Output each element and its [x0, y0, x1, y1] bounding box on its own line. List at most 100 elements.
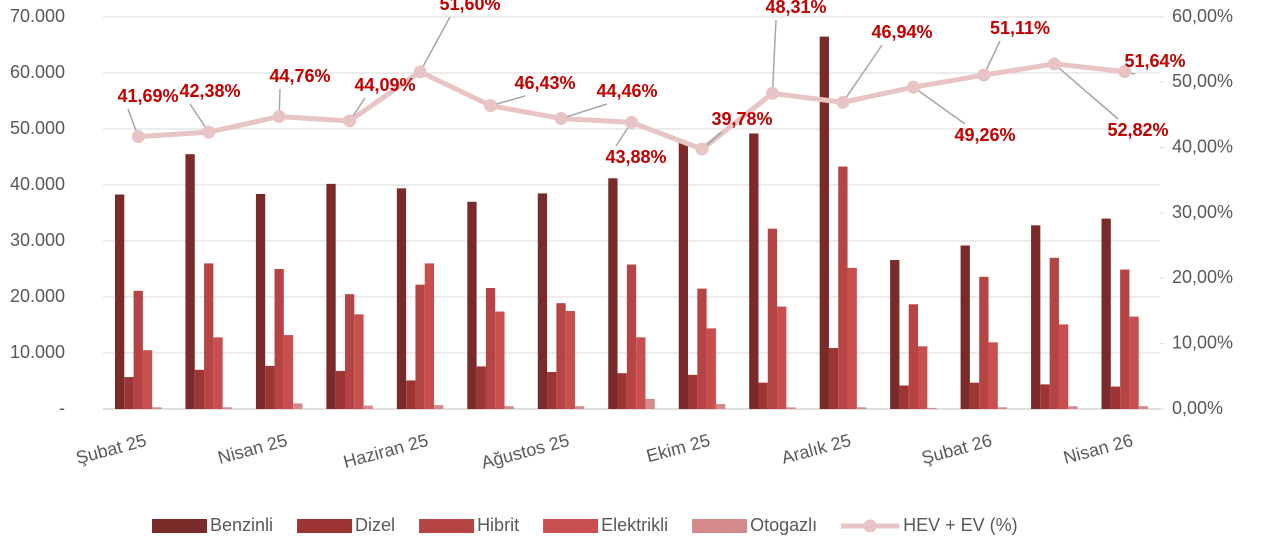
y-tick-label: 60.000	[10, 62, 65, 82]
bar	[678, 143, 689, 409]
bar	[415, 284, 425, 409]
bar	[1049, 257, 1059, 409]
y-tick-label: 30.000	[10, 230, 65, 250]
leader-line	[912, 86, 966, 125]
legend-swatch	[543, 519, 599, 533]
legend-label: Elektrikli	[601, 515, 668, 535]
bar	[777, 306, 787, 409]
bar	[565, 311, 575, 409]
line-marker	[977, 68, 991, 82]
bar	[574, 406, 585, 409]
bar	[255, 193, 266, 409]
legend-label: Benzinli	[210, 515, 273, 535]
y2-tick-label: 10,00%	[1172, 332, 1233, 352]
bar	[706, 328, 716, 409]
data-label: 46,94%	[871, 22, 932, 42]
leader-line	[771, 19, 777, 94]
bar	[326, 183, 336, 409]
legend-label: Dizel	[355, 515, 395, 535]
data-label: 51,11%	[990, 18, 1050, 38]
bar	[636, 337, 646, 409]
legend-swatch	[419, 519, 475, 533]
bar	[152, 407, 162, 409]
x-tick-label: Aralık 25	[779, 430, 853, 468]
bar	[265, 365, 275, 409]
y2-tick-label: 30,00%	[1172, 202, 1233, 222]
bar	[626, 264, 637, 409]
y-tick-label: 10.000	[10, 342, 65, 362]
bar	[504, 406, 514, 409]
bar	[856, 407, 867, 409]
bar	[434, 405, 444, 409]
bar	[124, 377, 134, 409]
line-marker	[1047, 57, 1061, 71]
y-tick-label: 40.000	[10, 174, 65, 194]
y2-tick-label: 50,00%	[1172, 71, 1233, 91]
bar	[1031, 225, 1041, 409]
bar	[988, 342, 998, 409]
data-label: 44,09%	[354, 75, 415, 95]
bar	[467, 201, 477, 409]
data-label: 42,38%	[179, 81, 240, 101]
legend-label: Hibrit	[477, 515, 519, 535]
bar	[1129, 316, 1139, 409]
bar	[969, 382, 980, 409]
data-label: 52,82%	[1107, 120, 1168, 140]
bar	[715, 403, 726, 409]
line-marker	[906, 80, 920, 94]
bar	[979, 276, 989, 409]
x-tick-label: Ekim 25	[644, 430, 712, 466]
legend-marker	[863, 519, 877, 533]
y-tick-label: -	[59, 398, 65, 418]
bar	[927, 407, 937, 409]
bar	[767, 228, 778, 409]
bar	[758, 382, 768, 409]
bar	[645, 398, 655, 409]
bar	[363, 405, 373, 409]
bar	[697, 288, 707, 409]
y2-tick-label: 40,00%	[1172, 136, 1233, 156]
line-marker	[484, 99, 498, 113]
bar	[354, 314, 364, 409]
bar	[114, 194, 125, 409]
bar	[786, 407, 796, 409]
leader-line	[1053, 63, 1119, 120]
legend-swatch	[297, 519, 353, 533]
bar	[908, 304, 919, 409]
bar	[997, 407, 1008, 409]
data-label: 48,31%	[765, 0, 826, 17]
legend-label: Otogazlı	[750, 515, 817, 535]
x-tick-label: Şubat 26	[919, 430, 994, 468]
bar	[204, 263, 214, 409]
bar	[1058, 324, 1069, 409]
bar	[1138, 406, 1149, 409]
line-marker	[836, 95, 850, 109]
data-label: 49,26%	[954, 125, 1015, 145]
bar	[847, 267, 857, 409]
bar	[133, 290, 143, 409]
bar	[222, 407, 232, 409]
bar	[344, 294, 355, 409]
line-marker	[343, 114, 357, 128]
bar	[617, 373, 627, 409]
bar	[547, 372, 557, 409]
data-label: 41,69%	[117, 86, 178, 106]
legend-swatch	[692, 519, 748, 533]
leader-line	[419, 16, 451, 73]
y-tick-label: 50.000	[10, 118, 65, 138]
line-marker	[202, 125, 216, 139]
bar	[1110, 386, 1121, 409]
bar	[688, 374, 698, 409]
bar	[828, 347, 839, 409]
data-label: 44,76%	[269, 66, 330, 86]
x-tick-label: Nisan 25	[216, 430, 290, 468]
leader-line	[842, 44, 883, 103]
bar	[335, 370, 345, 409]
bar	[838, 166, 848, 409]
x-tick-label: Haziran 25	[341, 430, 430, 472]
line-marker	[554, 112, 568, 126]
x-tick-label: Ağustos 25	[479, 430, 571, 473]
bar	[185, 154, 195, 409]
data-label: 51,64%	[1124, 51, 1185, 71]
